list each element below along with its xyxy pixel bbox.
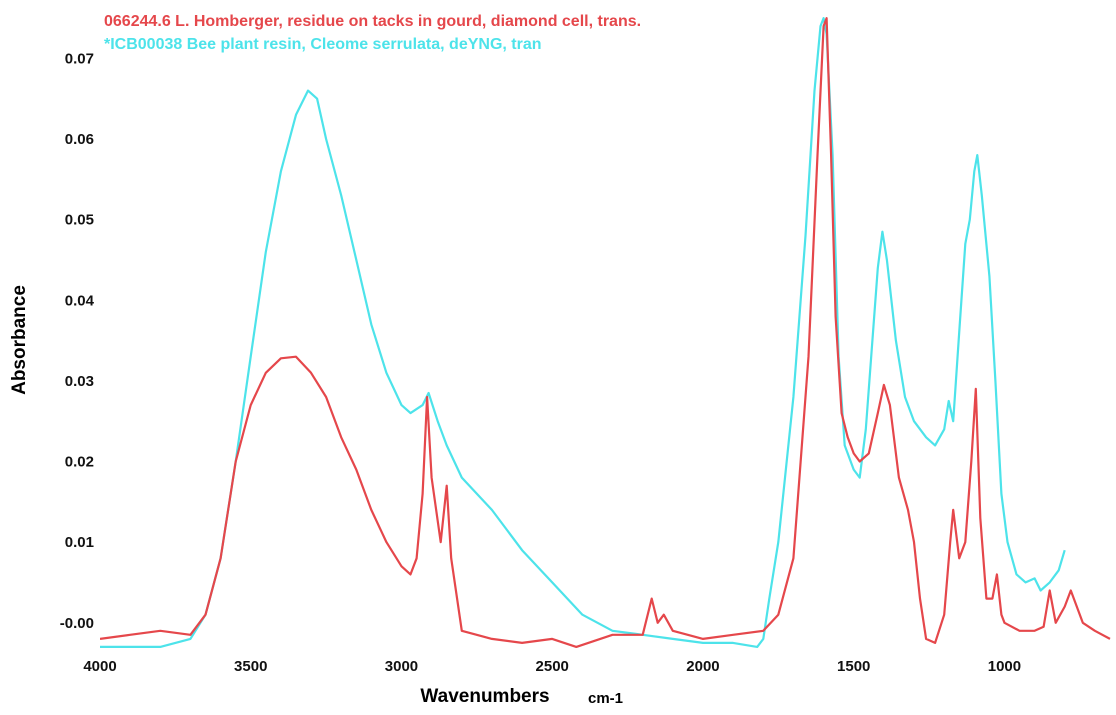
x-tick-label: 3000	[385, 658, 418, 675]
y-tick-label: 0.04	[65, 292, 95, 309]
spectrum-line	[100, 17, 1066, 648]
x-tick-label: 2500	[536, 658, 569, 675]
y-tick-label: 0.05	[65, 212, 94, 229]
y-tick-label: 0.06	[65, 131, 94, 148]
x-axis-title: Wavenumbers	[420, 686, 549, 707]
plot-area	[100, 17, 1111, 648]
x-tick-label: 4000	[83, 658, 116, 675]
x-tick-label: 2000	[686, 658, 719, 675]
y-tick-label: 0.02	[65, 454, 94, 471]
x-tick-label: 1000	[988, 658, 1021, 675]
spectrum-line	[100, 17, 1111, 648]
y-tick-label: 0.03	[65, 373, 94, 390]
x-tick-label: 3500	[234, 658, 267, 675]
x-tick-label: 1500	[837, 658, 870, 675]
y-tick-label: 0.07	[65, 50, 94, 67]
legend-entry: *ICB00038 Bee plant resin, Cleome serrul…	[104, 36, 542, 53]
y-tick-label: -0.00	[60, 615, 94, 632]
legend-entry: 066244.6 L. Homberger, residue on tacks …	[104, 13, 641, 30]
y-axis-title: Absorbance	[9, 285, 30, 395]
y-tick-label: 0.01	[65, 534, 94, 551]
x-axis-unit: cm-1	[588, 690, 623, 707]
